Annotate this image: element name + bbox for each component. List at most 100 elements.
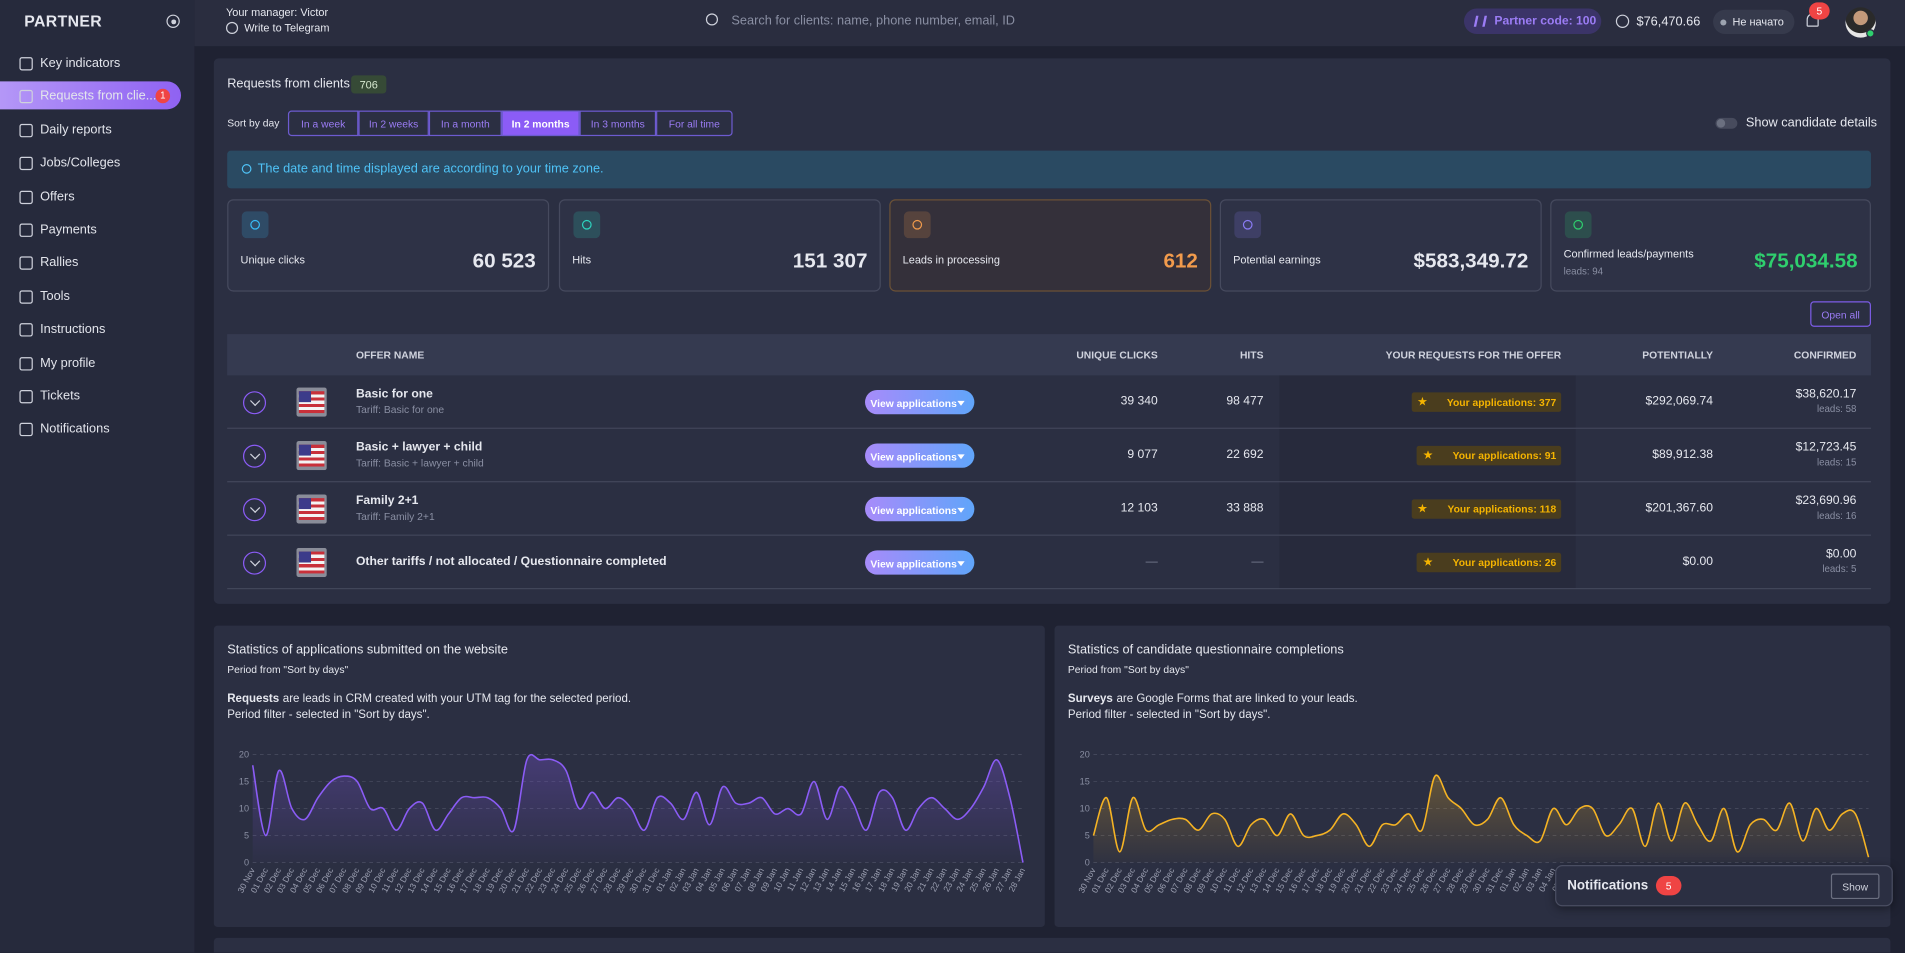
expand-button[interactable] <box>242 551 267 575</box>
expand-button[interactable] <box>242 498 267 522</box>
status: Не начато <box>1732 15 1784 28</box>
confirmed: $12,723.45 <box>1795 441 1857 455</box>
chart-filter-note: Period filter - selected in "Sort by day… <box>1067 708 1271 722</box>
stat-label: Potential earnings <box>1233 253 1321 267</box>
period-button[interactable] <box>287 110 359 137</box>
requests-star <box>1417 503 1428 513</box>
view-applications-caret <box>957 453 965 459</box>
requests-panel <box>213 58 1891 604</box>
partner-code: Partner code: 100 <box>1494 14 1597 28</box>
period-button-label: For all time <box>668 117 720 130</box>
partner-pill <box>1463 8 1602 35</box>
menu-item[interactable]: Requests from clie... <box>40 89 157 104</box>
view-applications-caret <box>957 507 965 513</box>
menu-item[interactable]: Notifications <box>40 422 110 437</box>
stat-icon-glyph <box>1573 219 1584 230</box>
menu-item[interactable]: Offers <box>40 189 75 204</box>
period-button[interactable] <box>428 110 502 137</box>
column-header: YOUR REQUESTS FOR THE OFFER <box>1385 348 1562 361</box>
menu-item[interactable]: Payments <box>40 222 97 237</box>
notifications-show-button[interactable] <box>1830 873 1880 900</box>
period-button[interactable] <box>501 110 580 137</box>
menu-item[interactable]: Rallies <box>40 255 79 271</box>
offer-name: Family 2+1 <box>355 494 419 508</box>
y-tick-label: 5 <box>1085 831 1090 841</box>
line-series <box>1092 774 1870 858</box>
view-applications-button[interactable] <box>865 443 975 468</box>
y-tick-label: 10 <box>239 804 249 814</box>
expand-button[interactable] <box>242 391 267 415</box>
menu-item[interactable]: Instructions <box>40 322 106 337</box>
line-area <box>1093 775 1869 863</box>
period-button-label: In 2 months <box>511 117 570 130</box>
menu-item[interactable]: Tools <box>40 288 70 304</box>
requests-badge <box>1411 499 1562 519</box>
chart-note: are leads in CRM created with your UTM t… <box>282 692 632 706</box>
table-header <box>227 334 1871 376</box>
potentially: $0.00 <box>1682 555 1714 569</box>
requests-count: Your applications: 118 <box>1447 502 1557 516</box>
stat-value: 151 307 <box>792 249 868 273</box>
view-applications-label: View applications <box>870 396 957 409</box>
stat-icon-glyph <box>581 219 592 230</box>
open-all-label: Open all <box>1821 307 1860 321</box>
menu-icon <box>19 156 33 171</box>
notifications-title: Notifications <box>1567 878 1649 893</box>
sidebar-toggle <box>166 14 180 28</box>
flag <box>296 387 327 417</box>
stat-value: 60 523 <box>472 249 536 273</box>
y-tick-label: 20 <box>1080 750 1090 760</box>
menu-badge <box>155 89 171 104</box>
telegram-icon <box>225 21 239 35</box>
expand-button[interactable] <box>242 444 267 468</box>
offer-name: Other tariffs / not allocated / Question… <box>355 555 667 569</box>
period-button-label: In 2 weeks <box>368 117 419 130</box>
period-button[interactable] <box>358 110 429 137</box>
view-applications-button[interactable] <box>865 550 975 575</box>
confirmed-leads: leads: 16 <box>1816 510 1857 522</box>
offer-tariff: Tariff: Basic for one <box>355 403 445 416</box>
requests-count: Your applications: 91 <box>1452 449 1557 462</box>
stat-value: $583,349.72 <box>1413 249 1529 273</box>
toggle[interactable] <box>1715 117 1738 129</box>
offer-tariff: Tariff: Family 2+1 <box>355 510 435 523</box>
notifications-popup <box>1555 865 1893 907</box>
unique-clicks: 39 340 <box>1120 394 1158 409</box>
count-badge-text: 706 <box>359 78 378 91</box>
period-button[interactable] <box>656 110 733 137</box>
menu-item[interactable]: Daily reports <box>40 122 112 138</box>
open-all-button[interactable] <box>1810 301 1871 327</box>
status-pill[interactable] <box>1713 9 1795 35</box>
menu-item[interactable]: Key indicators <box>40 55 121 71</box>
sidebar <box>0 0 195 953</box>
search-icon <box>705 13 719 26</box>
requests-star <box>1423 557 1433 566</box>
chart-filter-note: Period filter - selected in "Sort by day… <box>227 708 430 722</box>
menu-item[interactable]: Jobs/Colleges <box>40 155 121 171</box>
sort-label: Sort by day <box>227 116 280 129</box>
view-applications-label: View applications <box>870 503 957 516</box>
view-applications-button[interactable] <box>865 496 975 522</box>
menu-item[interactable]: My profile <box>40 355 96 371</box>
menu-icon <box>19 90 33 104</box>
notifications-badge <box>1655 875 1682 896</box>
column-header: HITS <box>1239 348 1264 361</box>
stat-sub: leads: 94 <box>1563 266 1604 278</box>
offer-name: Basic + lawyer + child <box>355 441 483 455</box>
chart-period: Period from "Sort by days" <box>1067 663 1189 676</box>
menu-icon <box>19 290 33 304</box>
menu-item[interactable]: Tickets <box>40 388 81 404</box>
view-applications-caret <box>957 560 965 566</box>
column-header: OFFER NAME <box>355 348 425 361</box>
y-tick-label: 0 <box>1085 858 1090 868</box>
period-button[interactable] <box>579 110 657 137</box>
view-applications-button[interactable] <box>865 389 975 415</box>
stat-icon-glyph <box>250 219 260 230</box>
avatar-online <box>1866 29 1875 38</box>
confirmed-leads: leads: 5 <box>1822 563 1857 575</box>
row-separator <box>227 481 1871 483</box>
flag <box>296 547 327 578</box>
menu-icon <box>19 223 33 237</box>
telegram-link[interactable]: Write to Telegram <box>244 21 330 35</box>
